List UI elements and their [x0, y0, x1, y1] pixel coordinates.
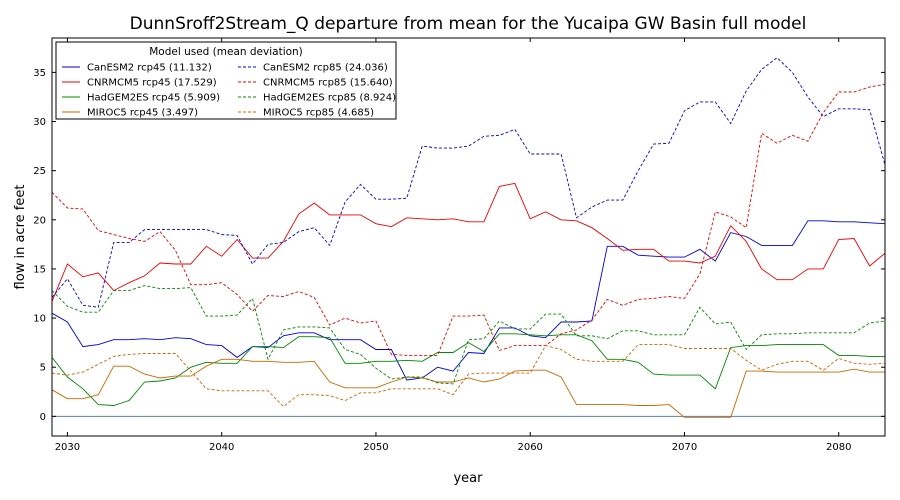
- y-tick-label: 30: [33, 117, 46, 128]
- y-tick-label: 10: [33, 314, 46, 325]
- legend-label: HadGEM2ES rcp45 (5.909): [87, 93, 220, 104]
- x-tick-label: 2040: [209, 442, 234, 453]
- plot-area: [51, 37, 886, 437]
- legend-label: CanESM2 rcp45 (11.132): [87, 63, 212, 74]
- legend-title: Model used (mean deviation): [149, 46, 303, 58]
- legend-label: HadGEM2ES rcp85 (8.924): [263, 93, 396, 104]
- x-tick-label: 2050: [363, 442, 388, 453]
- legend-label: CNRMCM5 rcp45 (17.529): [87, 78, 217, 89]
- y-tick-label: 35: [33, 68, 46, 79]
- series-line-5: [51, 57, 886, 308]
- plot-frame: [51, 37, 886, 437]
- legend-label: CNRMCM5 rcp85 (15.640): [263, 78, 393, 89]
- legend-box: [55, 41, 397, 120]
- y-tick-label: 25: [33, 166, 46, 177]
- series-line-7: [51, 285, 886, 385]
- x-tick-label: 2060: [517, 442, 542, 453]
- x-axis: 2030 2040 2050 2060 2070 2080: [55, 38, 851, 453]
- series-line-3: [51, 333, 885, 406]
- y-tick-label: 20: [33, 215, 46, 226]
- x-axis-label: year: [453, 471, 483, 486]
- x-tick-label: 2030: [55, 442, 80, 453]
- y-axis-label: flow in acre feet: [13, 185, 28, 290]
- x-tick-label: 2070: [672, 442, 697, 453]
- series-line-1: [51, 220, 886, 381]
- legend-label: MIROC5 rcp85 (4.685): [263, 108, 374, 119]
- series-line-8: [51, 344, 886, 408]
- series-line-2: [51, 182, 886, 302]
- y-tick-label: 15: [33, 264, 46, 275]
- series-line-4: [51, 358, 885, 418]
- y-axis: 0 5 10 15 20 25 30 35: [33, 68, 885, 423]
- x-tick-label: 2080: [826, 442, 851, 453]
- legend-label: MIROC5 rcp45 (3.497): [87, 108, 198, 119]
- legend: Model used (mean deviation) CanESM2 rcp4…: [55, 41, 397, 120]
- legend-label: CanESM2 rcp85 (24.036): [263, 63, 388, 74]
- y-tick-label: 5: [40, 363, 46, 374]
- series-line-6: [51, 83, 886, 356]
- chart-title: DunnSroff2Stream_Q departure from mean f…: [130, 14, 807, 34]
- y-tick-label: 0: [40, 412, 46, 423]
